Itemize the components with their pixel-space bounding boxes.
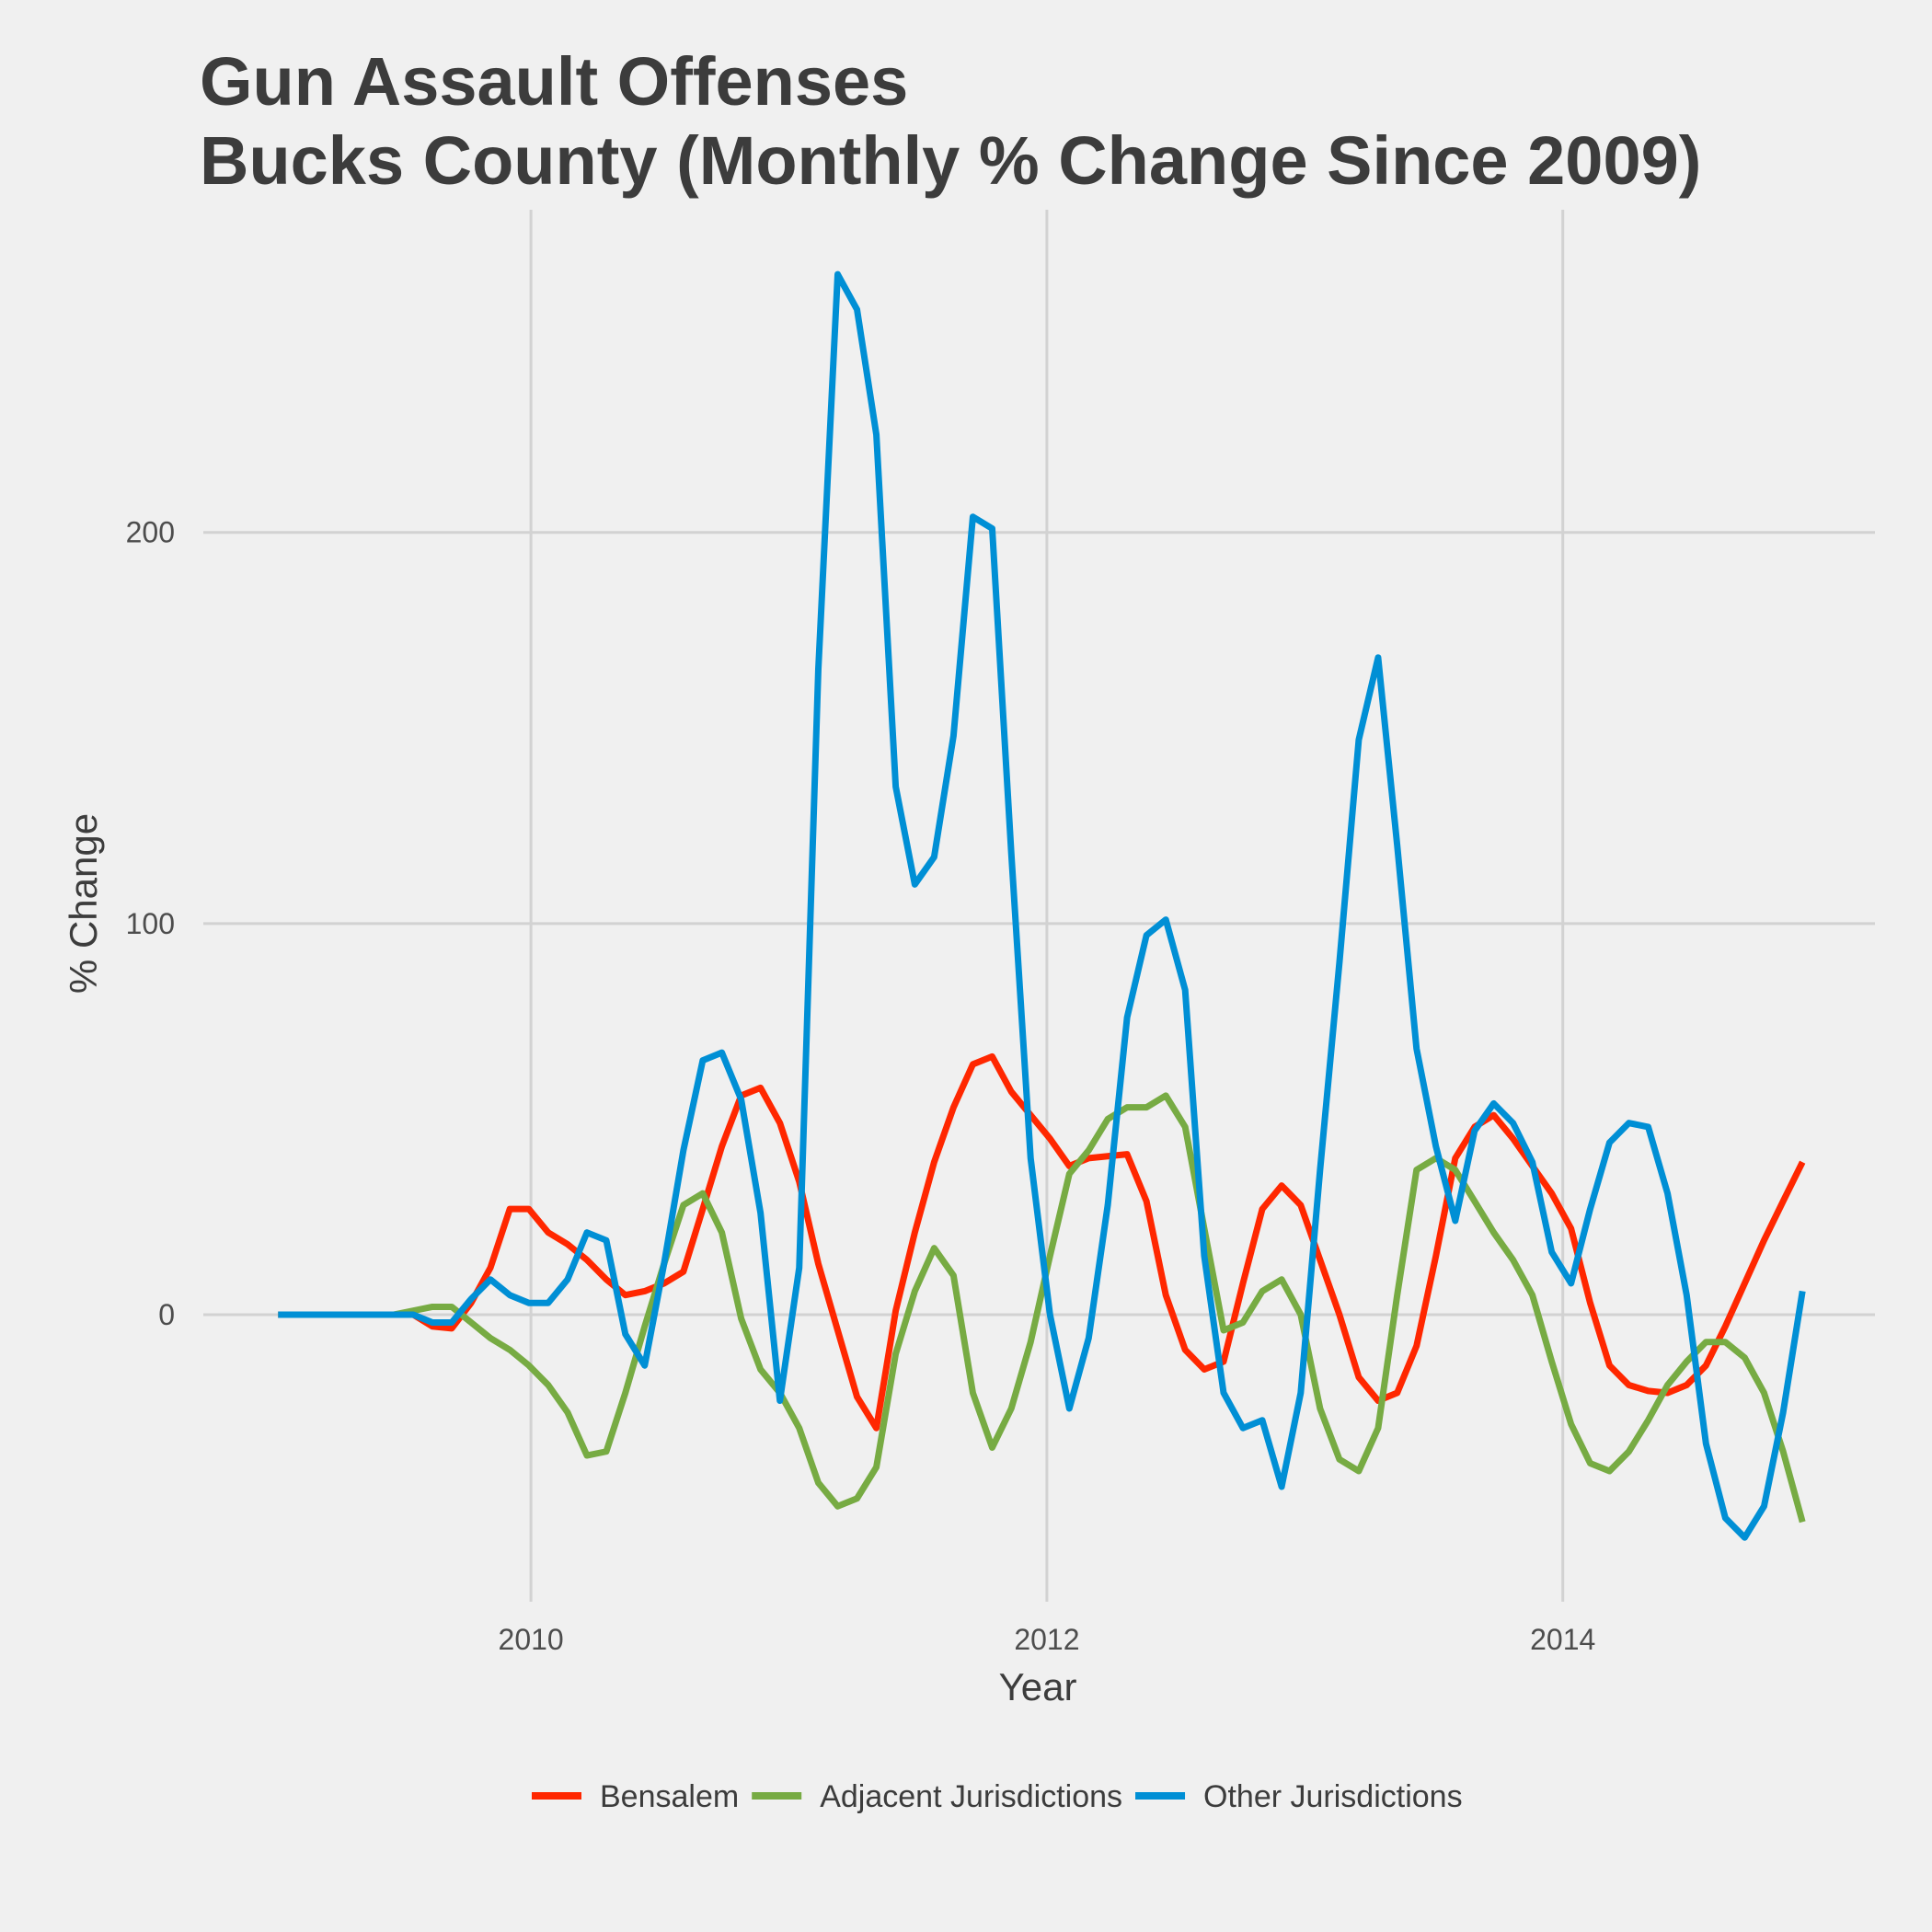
series-line [278,1052,1806,1432]
y-axis-title: % Change [62,813,105,994]
legend: Bensalem Adjacent Jurisdictions Other Juri… [532,1779,1463,1814]
y-tick-label: 200 [126,516,175,549]
chart-title: Bucks County (Monthly % Change Since 200… [200,122,1701,199]
y-tick-label: 100 [126,907,175,940]
legend-label: Bensalem [600,1779,739,1814]
x-axis-title: Year [999,1665,1077,1708]
chart-title: Gun Assault Offenses [200,43,908,120]
plot-lines [278,270,1806,1541]
x-tick-label: 2012 [1014,1623,1079,1656]
series-line [278,1092,1806,1524]
y-tick-label: 0 [158,1298,175,1331]
grid: 0 100 200 2010 2012 2014 [126,210,1875,1656]
series-line [278,270,1806,1541]
x-tick-label: 2010 [499,1623,564,1656]
legend-label: Other Jurisdictions [1203,1779,1463,1814]
x-tick-label: 2014 [1530,1623,1595,1656]
legend-label: Adjacent Jurisdictions [820,1779,1122,1814]
